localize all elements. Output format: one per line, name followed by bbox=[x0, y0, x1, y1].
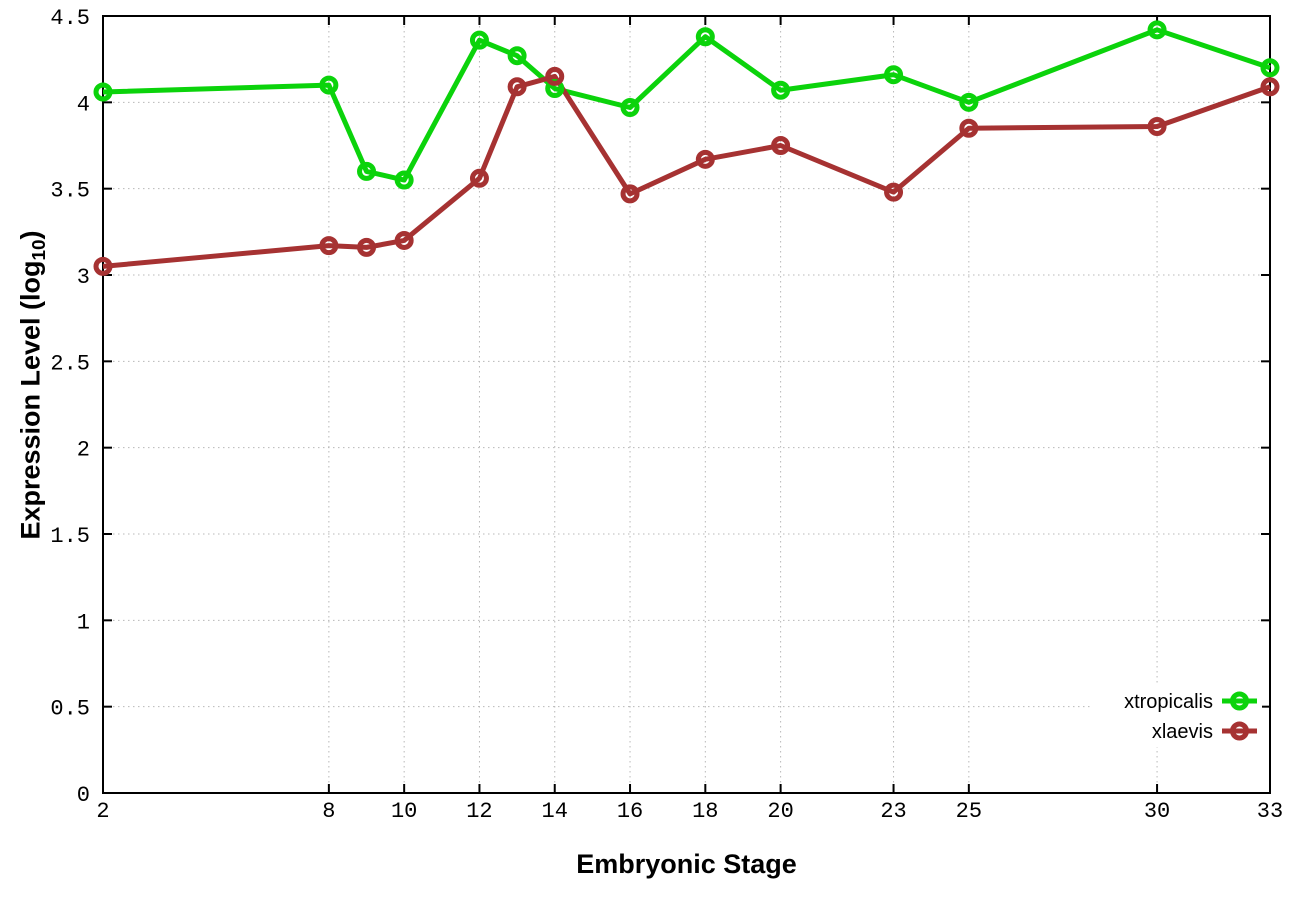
x-tick-label: 10 bbox=[391, 799, 417, 824]
data-point-xlaevis bbox=[469, 168, 489, 188]
data-point-xtropicalis bbox=[469, 30, 489, 50]
data-point-xlaevis bbox=[319, 236, 339, 256]
x-tick-label: 2 bbox=[96, 799, 109, 824]
y-tick-label: 2.5 bbox=[50, 351, 90, 376]
x-tick-label: 23 bbox=[880, 799, 906, 824]
legend-marker-xlaevis bbox=[1230, 721, 1249, 741]
data-point-xtropicalis bbox=[959, 92, 979, 112]
data-point-xlaevis bbox=[1260, 77, 1280, 97]
data-point-xlaevis bbox=[93, 256, 113, 276]
data-point-xtropicalis bbox=[695, 27, 715, 47]
data-point-xlaevis bbox=[394, 230, 414, 250]
y-tick-label: 0 bbox=[77, 783, 90, 808]
tick-labels: 2 8 10 12 14 16 18 20 23 25 30 33 0 0.5 1 1.5 2 2.5 3 3.5 4 4… bbox=[50, 6, 1283, 824]
x-tick-label: 8 bbox=[322, 799, 335, 824]
data-series bbox=[93, 20, 1280, 276]
legend-marker-xtropicalis bbox=[1230, 691, 1249, 711]
y-tick-label: 0.5 bbox=[50, 697, 90, 722]
x-tick-label: 18 bbox=[692, 799, 718, 824]
y-tick-label: 2 bbox=[77, 438, 90, 463]
data-point-xlaevis bbox=[507, 77, 527, 97]
data-point-xtropicalis bbox=[357, 161, 377, 181]
data-point-xtropicalis bbox=[93, 82, 113, 102]
series-line-xlaevis bbox=[102, 73, 1271, 269]
data-point-xtropicalis bbox=[1147, 20, 1167, 40]
y-tick-label: 1 bbox=[77, 610, 90, 635]
data-point-xlaevis bbox=[695, 149, 715, 169]
y-tick-label: 3.5 bbox=[50, 179, 90, 204]
x-tick-label: 20 bbox=[767, 799, 793, 824]
y-tick-label: 4.5 bbox=[50, 6, 90, 31]
data-point-xtropicalis bbox=[884, 65, 904, 85]
y-axis-title-close: ) bbox=[15, 230, 46, 240]
y-tick-label: 3 bbox=[77, 265, 90, 290]
x-axis-title: Embryonic Stage bbox=[576, 849, 797, 879]
y-axis-title-text: Expression Level (log bbox=[15, 260, 46, 540]
legend-label-xtropicalis: xtropicalis bbox=[1124, 691, 1213, 713]
data-point-xtropicalis bbox=[319, 75, 339, 95]
plot-frame bbox=[102, 15, 1271, 794]
series-line-xtropicalis bbox=[102, 27, 1271, 183]
y-axis-title-subscript: 10 bbox=[28, 239, 50, 261]
x-tick-label: 16 bbox=[617, 799, 643, 824]
data-point-xlaevis bbox=[1147, 117, 1167, 137]
x-tick-label: 33 bbox=[1257, 799, 1283, 824]
data-point-xlaevis bbox=[545, 66, 565, 86]
x-tick-label: 12 bbox=[466, 799, 492, 824]
plot-border bbox=[102, 15, 1271, 794]
data-point-xlaevis bbox=[620, 184, 640, 204]
x-tick-label: 14 bbox=[542, 799, 568, 824]
y-tick-label: 4 bbox=[77, 92, 90, 117]
y-tick-label: 1.5 bbox=[50, 524, 90, 549]
gridlines bbox=[103, 16, 1270, 793]
legend-label-xlaevis: xlaevis bbox=[1152, 721, 1213, 743]
x-tick-label: 25 bbox=[956, 799, 982, 824]
data-point-xlaevis bbox=[357, 237, 377, 257]
data-point-xtropicalis bbox=[507, 46, 527, 66]
y-axis-title: Expression Level (log10) bbox=[15, 230, 51, 539]
data-point-xlaevis bbox=[959, 118, 979, 138]
data-point-xtropicalis bbox=[620, 98, 640, 118]
data-point-xtropicalis bbox=[1260, 58, 1280, 78]
data-point-xlaevis bbox=[884, 182, 904, 202]
x-tick-label: 30 bbox=[1144, 799, 1170, 824]
data-point-xtropicalis bbox=[771, 80, 791, 100]
data-point-xlaevis bbox=[771, 136, 791, 155]
legend: xtropicalis xlaevis bbox=[1090, 684, 1262, 747]
data-point-xtropicalis bbox=[394, 170, 414, 190]
